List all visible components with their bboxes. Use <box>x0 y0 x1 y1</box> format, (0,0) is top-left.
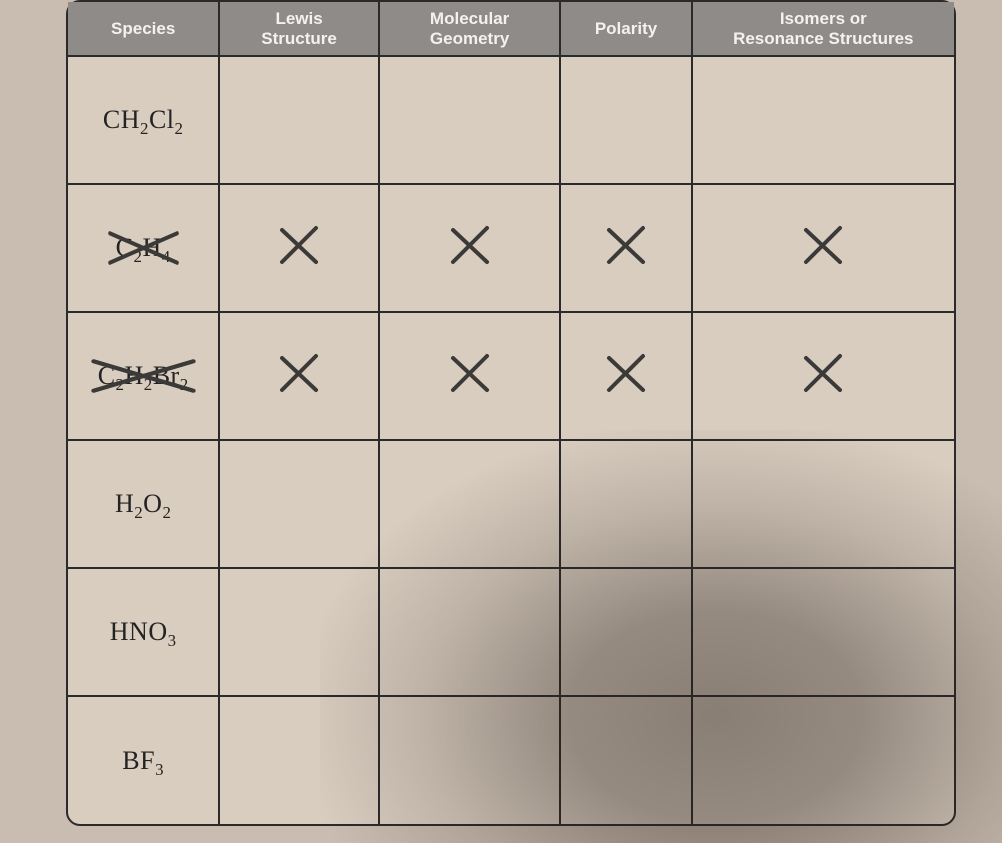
cell <box>219 312 378 440</box>
x-mark-icon <box>445 348 495 398</box>
cell <box>692 184 954 312</box>
cell <box>379 440 561 568</box>
cell-species: HNO3 <box>68 568 219 696</box>
cell-species: CH2Cl2 <box>68 56 219 184</box>
col-polarity: Polarity <box>560 2 691 56</box>
cell <box>379 56 561 184</box>
cell <box>560 440 691 568</box>
col-geometry: MolecularGeometry <box>379 2 561 56</box>
table-row: C2H4 <box>68 184 954 312</box>
col-isomers: Isomers orResonance Structures <box>692 2 954 56</box>
cell <box>692 440 954 568</box>
header-row: Species LewisStructure MolecularGeometry… <box>68 2 954 56</box>
cell-species: BF3 <box>68 696 219 824</box>
species-formula: CH2Cl2 <box>103 105 184 134</box>
x-mark-icon <box>798 220 848 270</box>
cell-species: C2H2Br2 <box>68 312 219 440</box>
cell <box>560 56 691 184</box>
table-body: CH2Cl2 C2H4 C2H2Br2 <box>68 56 954 824</box>
x-mark-icon <box>601 220 651 270</box>
col-lewis: LewisStructure <box>219 2 378 56</box>
cell <box>219 696 378 824</box>
cell <box>560 312 691 440</box>
x-mark-icon <box>274 348 324 398</box>
cell <box>219 568 378 696</box>
x-mark-icon <box>274 220 324 270</box>
worksheet-table-container: Species LewisStructure MolecularGeometry… <box>66 0 956 826</box>
chemistry-table: Species LewisStructure MolecularGeometry… <box>68 2 954 824</box>
species-formula: HNO3 <box>110 617 177 646</box>
x-mark-icon <box>601 348 651 398</box>
species-formula: BF3 <box>122 746 164 775</box>
cell <box>692 312 954 440</box>
cell <box>379 696 561 824</box>
cell <box>560 184 691 312</box>
table-row: C2H2Br2 <box>68 312 954 440</box>
cell <box>379 568 561 696</box>
cell <box>379 312 561 440</box>
cell-species: H2O2 <box>68 440 219 568</box>
table-row: H2O2 <box>68 440 954 568</box>
table-row: BF3 <box>68 696 954 824</box>
cell-species: C2H4 <box>68 184 219 312</box>
x-mark-icon <box>445 220 495 270</box>
cell <box>692 56 954 184</box>
cell <box>379 184 561 312</box>
table-row: CH2Cl2 <box>68 56 954 184</box>
x-mark-icon <box>798 348 848 398</box>
species-formula: C2H2Br2 <box>98 361 189 391</box>
table-row: HNO3 <box>68 568 954 696</box>
species-formula: H2O2 <box>115 489 171 518</box>
cell <box>219 440 378 568</box>
cell <box>219 56 378 184</box>
species-formula: C2H4 <box>116 233 171 263</box>
cell <box>560 696 691 824</box>
cell <box>692 568 954 696</box>
col-species: Species <box>68 2 219 56</box>
cell <box>692 696 954 824</box>
cell <box>560 568 691 696</box>
cell <box>219 184 378 312</box>
